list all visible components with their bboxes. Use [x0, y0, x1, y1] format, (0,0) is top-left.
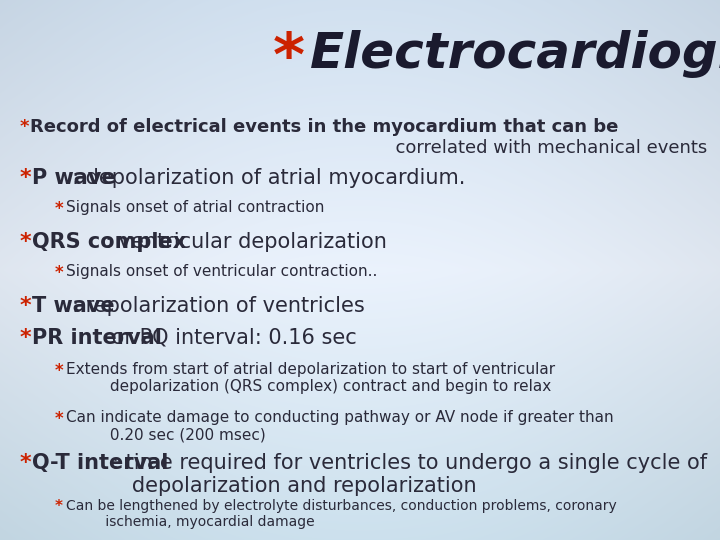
Text: *: * — [20, 118, 30, 136]
Text: *: * — [55, 200, 63, 218]
Text: : repolarization of ventricles: : repolarization of ventricles — [72, 296, 365, 316]
Text: *: * — [273, 30, 305, 89]
Text: : ventricular depolarization: : ventricular depolarization — [105, 232, 387, 252]
Text: T wave: T wave — [32, 296, 114, 316]
Text: *: * — [55, 362, 63, 380]
Text: : time required for ventricles to undergo a single cycle of
   depolarization an: : time required for ventricles to underg… — [112, 453, 707, 496]
Text: Extends from start of atrial depolarization to start of ventricular
         dep: Extends from start of atrial depolarizat… — [66, 362, 556, 394]
Text: QRS complex: QRS complex — [32, 232, 186, 252]
Text: *: * — [20, 168, 32, 188]
Text: *: * — [55, 264, 63, 282]
Text: Signals onset of ventricular contraction..: Signals onset of ventricular contraction… — [66, 264, 378, 279]
Text: Can indicate damage to conducting pathway or AV node if greater than
         0.: Can indicate damage to conducting pathwa… — [66, 410, 614, 442]
Text: Record of electrical events in the myocardium that can be: Record of electrical events in the myoca… — [30, 118, 618, 136]
Text: Electrocardiogram: Electrocardiogram — [310, 30, 720, 78]
Text: *: * — [20, 328, 32, 348]
Text: *: * — [20, 453, 32, 473]
Text: correlated with mechanical events: correlated with mechanical events — [361, 118, 707, 157]
Text: Can be lengthened by electrolyte disturbances, conduction problems, coronary
   : Can be lengthened by electrolyte disturb… — [66, 499, 616, 529]
Text: Signals onset of atrial contraction: Signals onset of atrial contraction — [66, 200, 325, 215]
Text: *: * — [20, 296, 32, 316]
Text: *: * — [55, 410, 63, 428]
Text: : depolarization of atrial myocardium.: : depolarization of atrial myocardium. — [72, 168, 465, 188]
Text: Q-T interval: Q-T interval — [32, 453, 168, 473]
Text: *: * — [20, 232, 32, 252]
Text: PR interval: PR interval — [32, 328, 162, 348]
Text: P wave: P wave — [32, 168, 115, 188]
Text: or PQ interval: 0.16 sec: or PQ interval: 0.16 sec — [105, 328, 357, 348]
Text: *: * — [55, 499, 63, 514]
